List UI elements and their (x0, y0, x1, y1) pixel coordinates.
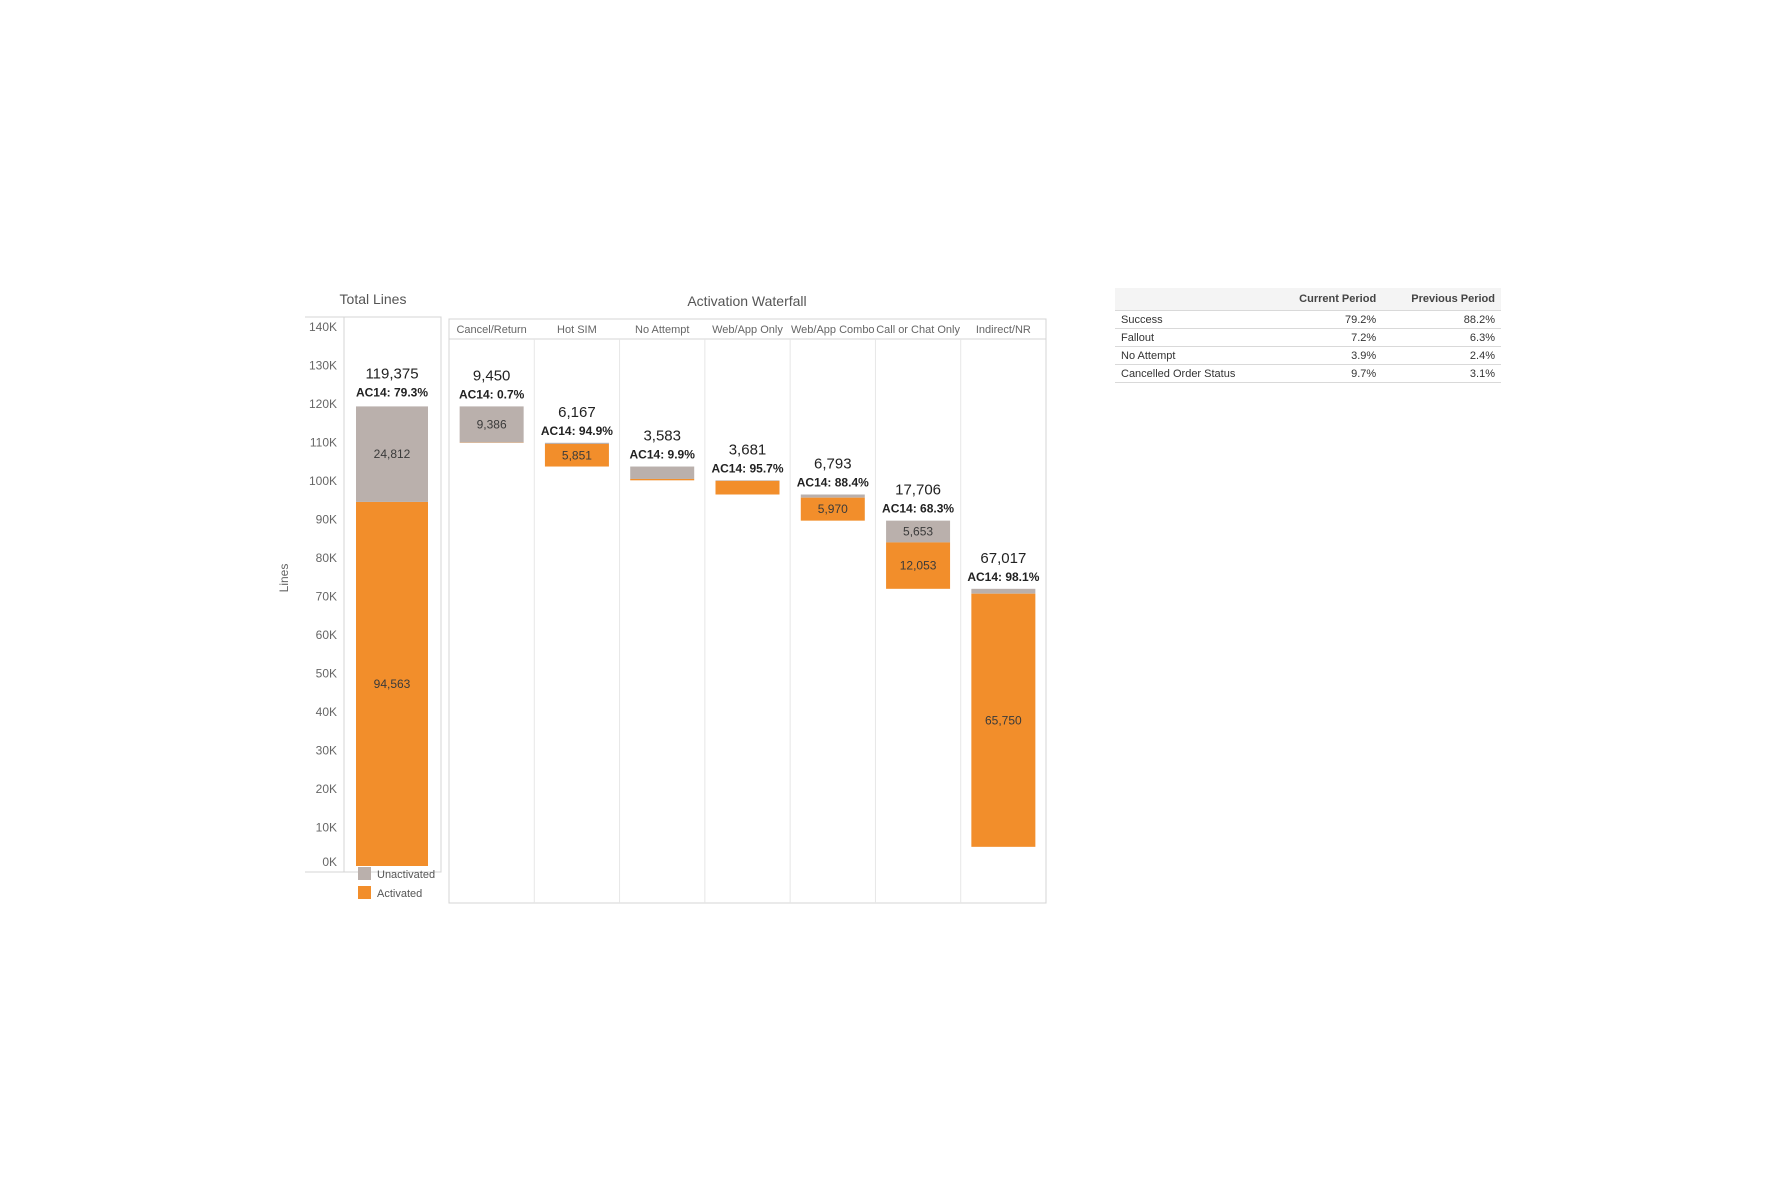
total-ac14-label: AC14: 79.3% (356, 385, 428, 399)
waterfall-activated-label: 5,970 (818, 502, 848, 516)
waterfall-activated-bar (716, 481, 780, 495)
waterfall-unactivated-bar (630, 467, 694, 479)
summary-row-no-attempt: No Attempt 3.9% 2.4% (1115, 347, 1501, 365)
waterfall-category-label: Web/App Combo (791, 324, 875, 336)
y-tick-label: 0K (322, 855, 337, 869)
summary-header-previous: Previous Period (1382, 288, 1501, 311)
summary-current-value: 7.2% (1272, 329, 1382, 347)
waterfall-panel-frame (449, 319, 1046, 903)
waterfall-activated-label: 12,053 (900, 559, 937, 573)
y-axis: 0K 10K 20K 30K 40K 50K 60K 70K 80K 90K 100K 110K 120… (309, 320, 337, 869)
bars (356, 406, 1035, 866)
waterfall-ac14-label: AC14: 95.7% (711, 461, 783, 475)
waterfall-category-label: Cancel/Return (456, 324, 526, 336)
summary-current-value: 79.2% (1272, 311, 1382, 329)
summary-header-row: Current Period Previous Period (1115, 288, 1501, 311)
waterfall-total-label: 6,793 (814, 455, 852, 472)
waterfall-ac14-label: AC14: 9.9% (630, 448, 696, 462)
y-tick-label: 100K (309, 474, 337, 488)
y-tick-label: 20K (316, 782, 337, 796)
waterfall-ac14-label: AC14: 94.9% (541, 424, 613, 438)
waterfall-category-label: No Attempt (635, 324, 689, 336)
y-tick-label: 130K (309, 359, 337, 373)
y-tick-label: 90K (316, 513, 337, 527)
waterfall-activated-bar (630, 479, 694, 480)
waterfall-title: Activation Waterfall (687, 293, 806, 309)
y-tick-label: 40K (316, 705, 337, 719)
summary-row-label: Cancelled Order Status (1115, 365, 1272, 383)
waterfall-ac14-label: AC14: 0.7% (459, 387, 525, 401)
legend-label-unactivated: Unactivated (377, 869, 435, 881)
summary-previous-value: 2.4% (1382, 347, 1501, 365)
summary-table: Current Period Previous Period Success 7… (1115, 288, 1501, 383)
summary-header-current: Current Period (1272, 288, 1382, 311)
waterfall-unactivated-bar (801, 494, 865, 497)
summary-row-success: Success 79.2% 88.2% (1115, 311, 1501, 329)
legend: Unactivated Activated (358, 867, 435, 900)
summary-row-label: Success (1115, 311, 1272, 329)
y-tick-label: 50K (316, 667, 337, 681)
waterfall-ac14-label: AC14: 68.3% (882, 502, 954, 516)
legend-swatch-unactivated (358, 867, 371, 880)
legend-label-activated: Activated (377, 888, 422, 900)
summary-row-label: No Attempt (1115, 347, 1272, 365)
waterfall-ac14-label: AC14: 88.4% (797, 475, 869, 489)
y-tick-label: 30K (316, 744, 337, 758)
waterfall-total-label: 3,583 (643, 428, 681, 445)
y-axis-label: Lines (277, 564, 291, 593)
y-tick-label: 60K (316, 628, 337, 642)
y-tick-label: 140K (309, 320, 337, 334)
waterfall-ac14-label: AC14: 98.1% (967, 570, 1039, 584)
waterfall-activated-label: 5,851 (562, 448, 592, 462)
waterfall-unactivated-bar (971, 589, 1035, 594)
y-tick-label: 110K (310, 436, 337, 450)
waterfall-unactivated-label: 5,653 (903, 525, 933, 539)
y-tick-label: 80K (316, 551, 337, 565)
y-tick-label: 10K (316, 821, 337, 835)
waterfall-total-label: 9,450 (473, 367, 511, 384)
waterfall-total-label: 67,017 (980, 550, 1026, 567)
total-value-label: 119,375 (365, 365, 418, 382)
y-tick-label: 120K (309, 397, 337, 411)
summary-previous-value: 3.1% (1382, 365, 1501, 383)
total-lines-title: Total Lines (340, 291, 407, 307)
summary-row-cancelled: Cancelled Order Status 9.7% 3.1% (1115, 365, 1501, 383)
summary-header-blank (1115, 288, 1272, 311)
waterfall-category-label: Indirect/NR (976, 324, 1031, 336)
waterfall-unactivated-bar (716, 480, 780, 481)
waterfall-category-label: Call or Chat Only (876, 324, 960, 336)
summary-row-fallout: Fallout 7.2% 6.3% (1115, 329, 1501, 347)
waterfall-total-label: 17,706 (895, 482, 941, 499)
y-tick-label: 70K (316, 590, 337, 604)
summary-previous-value: 6.3% (1382, 329, 1501, 347)
summary-current-value: 3.9% (1272, 347, 1382, 365)
summary-row-label: Fallout (1115, 329, 1272, 347)
waterfall-unactivated-label: 9,386 (477, 417, 507, 431)
waterfall-category-label: Hot SIM (557, 324, 597, 336)
summary-previous-value: 88.2% (1382, 311, 1501, 329)
waterfall-activated-label: 65,750 (985, 713, 1022, 727)
legend-swatch-activated (358, 886, 371, 899)
waterfall-total-label: 6,167 (558, 404, 596, 421)
waterfall-category-label: Web/App Only (712, 324, 783, 336)
waterfall-total-label: 3,681 (729, 441, 767, 458)
total-activated-label: 94,563 (374, 677, 411, 691)
total-unactivated-label: 24,812 (374, 447, 411, 461)
summary-current-value: 9.7% (1272, 365, 1382, 383)
waterfall-unactivated-bar (545, 443, 609, 444)
